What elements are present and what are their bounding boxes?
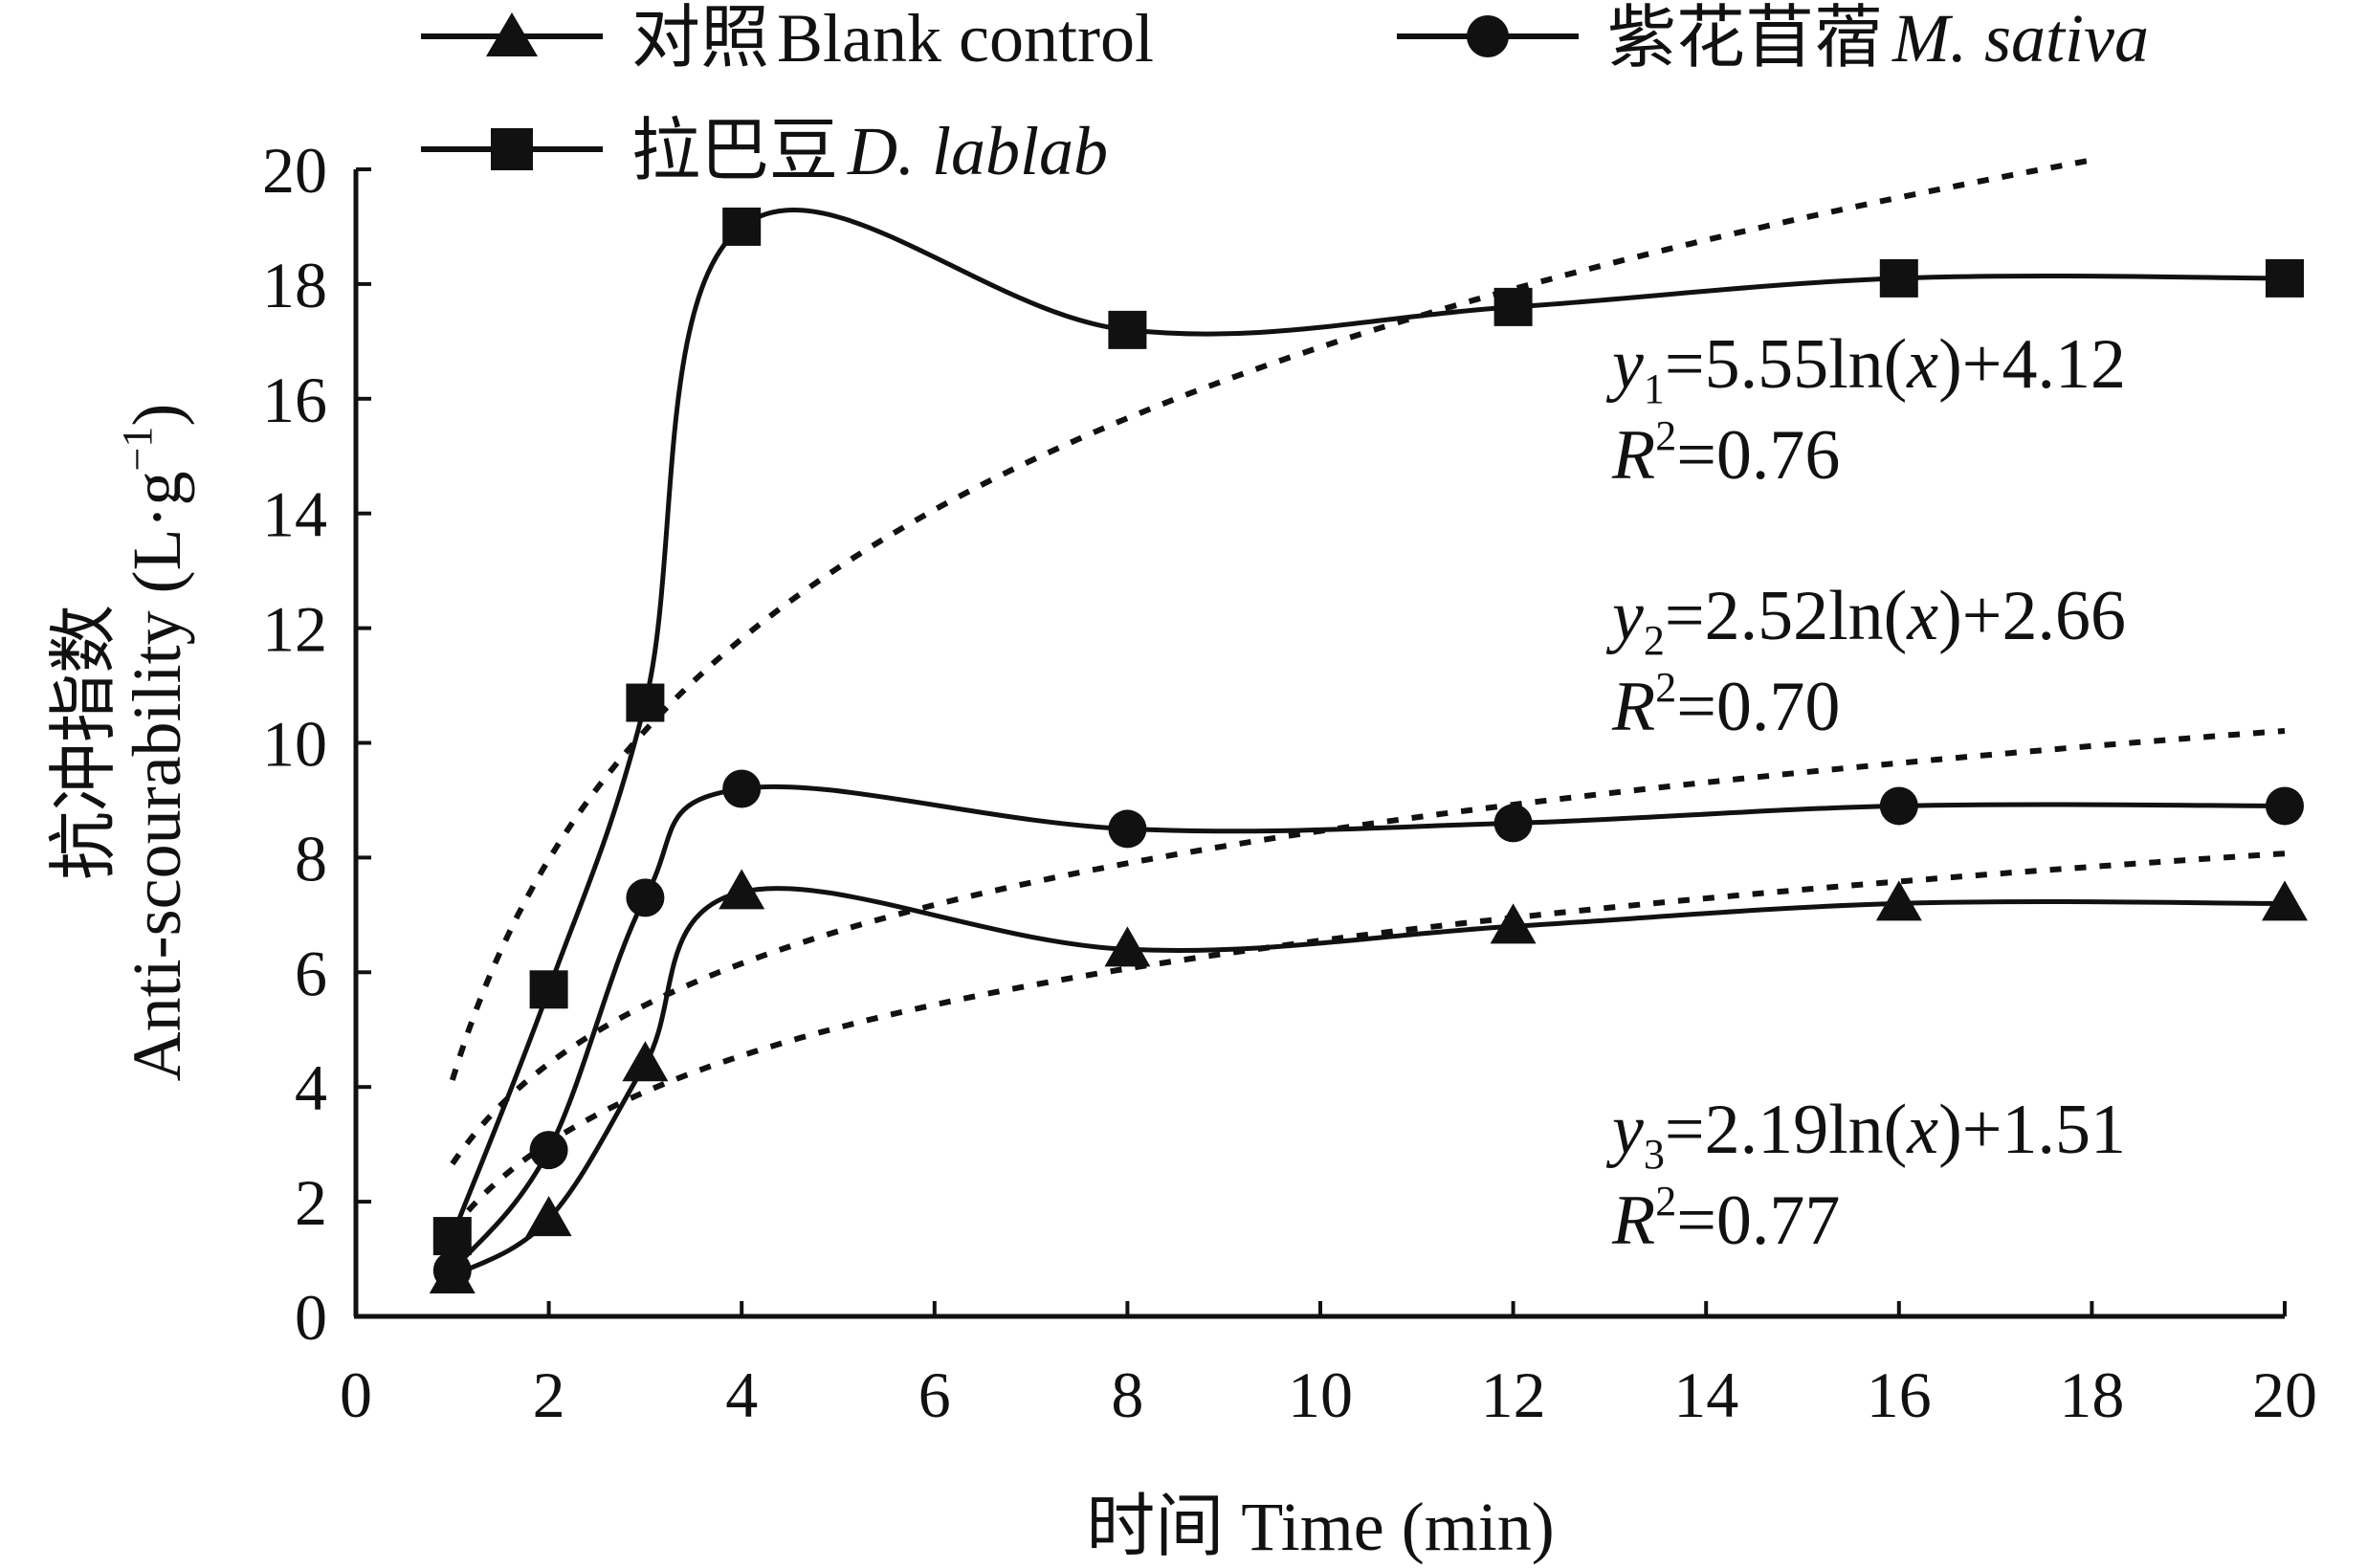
- triangle-marker: [1875, 880, 1922, 921]
- y-tick-label: 16: [262, 364, 327, 436]
- square-marker: [626, 683, 665, 722]
- triangle-marker: [1490, 903, 1537, 944]
- triangle-marker: [622, 1041, 669, 1082]
- x-tick-label: 10: [1288, 1358, 1353, 1431]
- legend-label-blank-control: 对照 Blank control: [631, 0, 1154, 77]
- equation-y3: y3=2.19ln(x)+1.51: [1605, 1091, 2126, 1178]
- fit-curves: [449, 157, 2286, 1232]
- legend-item-d-lablab: 拉巴豆 D. lablab: [421, 113, 1108, 189]
- y-tick-label: 18: [262, 249, 327, 321]
- y-axis-title-en-group: Anti-scourability (L·g−1): [114, 404, 195, 1082]
- x-tick-label: 20: [2252, 1358, 2317, 1431]
- x-axis-title: 时间 Time (min): [1086, 1489, 1554, 1565]
- y-tick-label: 10: [262, 708, 327, 781]
- square-marker: [1108, 310, 1147, 349]
- r-squared-y2: R2=0.70: [1611, 664, 1840, 746]
- fit-curve-2: [450, 728, 2286, 1166]
- circle-marker-icon: [1467, 15, 1509, 57]
- triangle-marker-icon: [486, 12, 538, 56]
- triangle-marker: [525, 1196, 572, 1237]
- annotation-y2: y2=2.52ln(x)+2.66 R2=0.70: [1605, 577, 2126, 746]
- legend: 对照 Blank control 紫花苜蓿 M. sativa 拉巴豆 D. labl…: [421, 0, 2149, 189]
- square-marker: [1879, 258, 1918, 298]
- x-tick-label: 6: [918, 1358, 951, 1431]
- circle-marker: [1108, 809, 1147, 849]
- square-marker: [2266, 258, 2304, 298]
- legend-item-m-sativa: 紫花苜蓿 M. sativa: [1397, 0, 2149, 77]
- x-tick-label: 0: [340, 1358, 372, 1431]
- circle-marker: [1493, 804, 1533, 843]
- square-marker: [722, 207, 762, 246]
- square-marker: [432, 1217, 472, 1256]
- circle-marker: [432, 1251, 472, 1291]
- x-tick-label: 12: [1481, 1358, 1546, 1431]
- square-marker: [1493, 287, 1533, 326]
- square-marker-icon: [491, 128, 533, 170]
- y-tick-label: 2: [295, 1166, 327, 1239]
- circle-marker: [529, 1131, 568, 1170]
- x-tick-label: 2: [533, 1358, 565, 1431]
- circle-marker: [1879, 786, 1918, 826]
- y-axis-title-en: Anti-scourability (L·g−1): [114, 404, 195, 1082]
- y-axis-title: 抗冲指数: [46, 605, 122, 880]
- r-squared-y3: R2=0.77: [1611, 1178, 1840, 1260]
- triangle-marker: [1104, 926, 1151, 967]
- series-line-square: [450, 208, 2286, 1237]
- series-line-triangle: [451, 886, 2286, 1279]
- triangle-marker: [2262, 880, 2308, 921]
- circle-marker: [722, 769, 762, 808]
- y-tick-label: 4: [295, 1051, 327, 1124]
- annotation-y1: y1=5.55ln(x)+4.12 R2=0.76: [1605, 325, 2126, 495]
- x-tick-label: 16: [1867, 1358, 1932, 1431]
- square-marker: [529, 970, 568, 1009]
- triangle-marker: [719, 869, 765, 910]
- legend-label-m-sativa: 紫花苜蓿 M. sativa: [1607, 0, 2149, 77]
- circle-marker: [2266, 786, 2304, 826]
- equation-y1: y1=5.55ln(x)+4.12: [1605, 325, 2126, 412]
- annotation-y3: y3=2.19ln(x)+1.51 R2=0.77: [1605, 1091, 2126, 1260]
- y-tick-label: 6: [295, 937, 327, 1009]
- legend-item-blank-control: 对照 Blank control: [421, 0, 1154, 77]
- circle-marker: [626, 878, 665, 917]
- equation-y2: y2=2.52ln(x)+2.66: [1605, 577, 2126, 664]
- legend-label-d-lablab: 拉巴豆 D. lablab: [631, 113, 1108, 189]
- x-ticks: 0 2 4 6 8 10 12 14 16 18 20: [340, 1301, 2317, 1431]
- r-squared-y1: R2=0.76: [1611, 412, 1840, 495]
- y-tick-label: 0: [295, 1281, 327, 1354]
- y-ticks: 0 2 4 6 8 10 12 14 16 18 20: [262, 134, 371, 1354]
- y-tick-label: 14: [262, 478, 327, 551]
- series-line-circle: [450, 784, 2286, 1272]
- y-tick-label: 20: [262, 134, 327, 207]
- x-tick-label: 4: [725, 1358, 758, 1431]
- x-tick-label: 14: [1673, 1358, 1738, 1431]
- y-axis-title-zh: 抗冲指数: [46, 605, 122, 880]
- y-tick-label: 8: [295, 822, 327, 894]
- fit-curve-1: [450, 850, 2286, 1232]
- series-markers: [429, 207, 2308, 1294]
- y-tick-label: 12: [262, 593, 327, 666]
- axes: 0 2 4 6 8 10 12 14 16 18 20 0 2 4 6 8 10 12 14 16 18 20: [262, 134, 2317, 1431]
- x-tick-label: 18: [2059, 1358, 2124, 1431]
- x-tick-label: 8: [1111, 1358, 1143, 1431]
